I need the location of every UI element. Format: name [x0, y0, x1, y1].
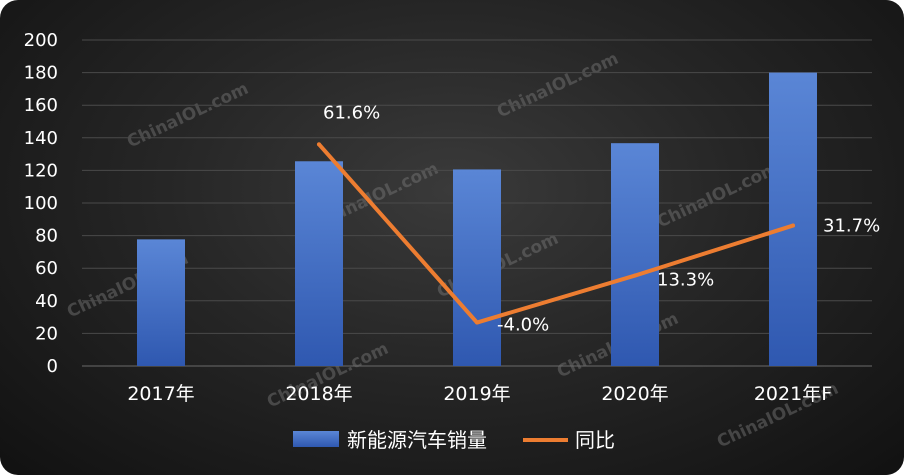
- watermark-text: ChinaIOL.com: [494, 49, 622, 123]
- y-tick-label: 120: [24, 160, 58, 181]
- bar: [769, 72, 817, 366]
- x-tick-label: 2020年: [601, 383, 668, 405]
- watermark-text: ChinaIOL.com: [654, 159, 782, 233]
- data-label: 61.6%: [323, 102, 380, 123]
- x-axis: 2017年 2018年 2019年 2020年 2021年F: [127, 383, 832, 405]
- x-tick-label: 2018年: [285, 383, 352, 405]
- y-tick-label: 100: [24, 193, 58, 214]
- legend-swatch-bar: [293, 431, 339, 447]
- data-label: -4.0%: [497, 315, 549, 336]
- watermark-text: ChinaIOL.com: [124, 79, 252, 153]
- line-point: [475, 320, 479, 325]
- line-point: [791, 223, 795, 228]
- line-series: 61.6% -4.0% 13.3% 31.7%: [317, 102, 880, 336]
- y-tick-label: 40: [35, 291, 58, 312]
- x-tick-label: 2017年: [127, 383, 194, 405]
- data-label: 13.3%: [657, 270, 714, 291]
- data-label: 31.7%: [823, 216, 880, 237]
- line-path: [317, 142, 795, 325]
- bar: [453, 169, 501, 366]
- y-axis: 0 20 40 60 80 100 120 140 160 180 200: [24, 30, 58, 377]
- y-tick-label: 180: [24, 63, 58, 84]
- x-tick-label: 2019年: [443, 383, 510, 405]
- line-point: [633, 273, 637, 278]
- y-tick-label: 160: [24, 95, 58, 116]
- y-tick-label: 140: [24, 128, 58, 149]
- legend: 新能源汽车销量 同比: [293, 428, 615, 452]
- bar: [137, 239, 185, 366]
- legend-label-line: 同比: [575, 428, 615, 452]
- y-tick-label: 0: [47, 356, 58, 377]
- line-point: [317, 142, 321, 147]
- bar: [295, 161, 343, 366]
- y-tick-label: 60: [35, 258, 58, 279]
- y-tick-label: 200: [24, 30, 58, 51]
- legend-label-bar: 新能源汽车销量: [347, 428, 487, 452]
- bar-series: [137, 72, 817, 366]
- y-tick-label: 80: [35, 226, 58, 247]
- bar: [611, 143, 659, 366]
- y-tick-label: 20: [35, 323, 58, 344]
- x-tick-label: 2021年F: [754, 383, 832, 405]
